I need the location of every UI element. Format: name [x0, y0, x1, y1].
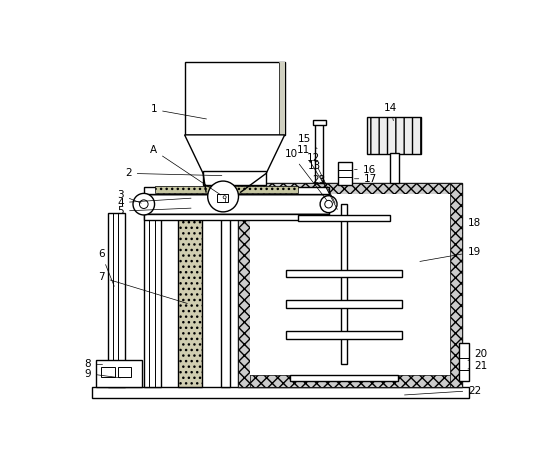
Bar [217, 194, 228, 202]
Bar [341, 204, 347, 363]
Bar [459, 343, 469, 381]
Text: 17: 17 [355, 174, 378, 184]
Text: 1: 1 [151, 105, 207, 119]
Bar [390, 153, 399, 182]
Bar [367, 117, 421, 154]
Text: 19: 19 [420, 247, 481, 262]
Bar [184, 62, 285, 135]
Bar [238, 375, 462, 387]
Bar [238, 182, 462, 387]
Text: 5: 5 [117, 206, 191, 216]
Bar [315, 121, 323, 182]
Bar [450, 182, 462, 387]
Text: 12: 12 [306, 153, 335, 203]
Text: 16: 16 [355, 164, 376, 175]
Text: 3: 3 [117, 190, 141, 203]
Bar [155, 186, 298, 194]
Bar [92, 387, 469, 398]
Bar [203, 171, 266, 185]
Circle shape [140, 200, 148, 208]
Polygon shape [184, 135, 285, 173]
Bar [313, 120, 326, 125]
Circle shape [320, 196, 337, 213]
Text: 7: 7 [98, 272, 187, 303]
Text: 20: 20 [468, 349, 488, 361]
Text: 2: 2 [125, 169, 222, 178]
Bar [96, 360, 142, 387]
Bar [144, 187, 329, 194]
Bar [119, 368, 131, 377]
Bar [286, 300, 402, 308]
Text: 13: 13 [308, 161, 337, 209]
Bar [238, 182, 250, 387]
Bar [144, 213, 161, 387]
Text: 15: 15 [297, 134, 317, 149]
Text: 9: 9 [84, 369, 120, 379]
Bar [286, 331, 402, 339]
Bar [221, 213, 230, 387]
Text: 6: 6 [98, 249, 114, 286]
Bar [178, 213, 202, 387]
Text: 14: 14 [383, 103, 397, 121]
Bar [238, 182, 462, 194]
Bar [144, 214, 329, 220]
Text: A: A [150, 145, 221, 195]
Text: 8: 8 [84, 359, 102, 369]
Text: 23: 23 [312, 175, 326, 185]
Bar [107, 213, 125, 387]
Bar [286, 269, 402, 277]
Bar [144, 194, 329, 214]
Bar [298, 215, 390, 221]
Bar [290, 375, 398, 381]
Text: 21: 21 [468, 361, 488, 371]
Text: 10: 10 [285, 149, 327, 200]
Bar [250, 194, 450, 375]
Circle shape [223, 196, 226, 199]
Text: 22: 22 [404, 386, 481, 395]
Circle shape [208, 181, 238, 212]
Bar [279, 62, 285, 135]
Text: 4: 4 [117, 198, 191, 207]
Text: 18: 18 [463, 219, 481, 233]
Bar [101, 368, 115, 377]
Text: 11: 11 [296, 145, 331, 196]
Circle shape [325, 200, 332, 208]
Bar [338, 162, 352, 185]
Circle shape [133, 194, 155, 215]
